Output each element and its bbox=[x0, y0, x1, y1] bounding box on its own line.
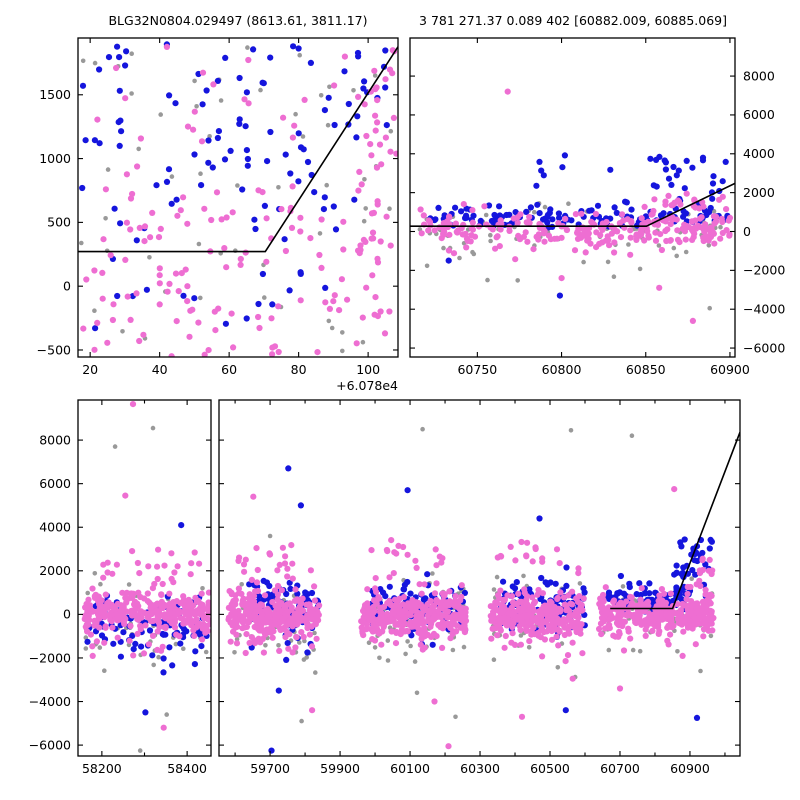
y-tick-label: −4000 bbox=[29, 694, 71, 709]
x-tick-label: 60500 bbox=[530, 761, 570, 776]
x-tick-label: 40 bbox=[152, 362, 168, 377]
scatter-points bbox=[417, 88, 734, 324]
axes-spines bbox=[77, 399, 212, 757]
axes-spines bbox=[409, 37, 736, 358]
y-tick-label: −6000 bbox=[29, 737, 71, 752]
x-tick-label: 60750 bbox=[457, 362, 497, 377]
y-tick-label: 0 bbox=[63, 278, 71, 293]
y-tick-label: 6000 bbox=[39, 476, 71, 491]
y-tick-label: 0 bbox=[743, 224, 751, 239]
x-tick-label: 59900 bbox=[320, 761, 360, 776]
y-tick-label: 4000 bbox=[39, 520, 71, 535]
history-left-panel: 58200 58400 −6000 −4000 −2000 0 2000 4000 6000 80… bbox=[29, 399, 212, 776]
y-tick-label: −4000 bbox=[743, 302, 785, 317]
y-tick-label: 500 bbox=[47, 215, 71, 230]
x-tick-label: 58200 bbox=[82, 761, 122, 776]
x-tick-label: 60300 bbox=[460, 761, 500, 776]
x-tick-label: 59700 bbox=[250, 761, 290, 776]
x-tick-label: 60800 bbox=[542, 362, 582, 377]
x-tick-label: 100 bbox=[356, 362, 380, 377]
x-tick-label: 80 bbox=[291, 362, 307, 377]
scatter-points bbox=[81, 401, 211, 753]
scatter-points bbox=[79, 41, 398, 357]
y-tick-label: 4000 bbox=[743, 146, 775, 161]
y-tick-label: 0 bbox=[63, 607, 71, 622]
y-tick-label: 8000 bbox=[39, 432, 71, 447]
model-line bbox=[610, 431, 740, 610]
axes-spines bbox=[77, 37, 399, 358]
x-tick-label: 20 bbox=[82, 362, 98, 377]
y-tick-label: −2000 bbox=[29, 650, 71, 665]
x-tick-label: 60700 bbox=[600, 761, 640, 776]
x-tick-label: 58400 bbox=[167, 761, 207, 776]
x-tick-label: 60900 bbox=[670, 761, 710, 776]
y-tick-label: −6000 bbox=[743, 340, 785, 355]
y-tick-label: −500 bbox=[37, 342, 71, 357]
x-tick-label: 60100 bbox=[390, 761, 430, 776]
x-axis-offset-label: +6.078e4 bbox=[336, 378, 398, 393]
subplot-zoom-title: BLG32N0804.029497 (8613.61, 3811.17) bbox=[108, 13, 368, 28]
history-right-panel: 59700 59900 60100 60300 60500 60700 60900 bbox=[218, 399, 741, 776]
y-tick-label: 2000 bbox=[39, 563, 71, 578]
scatter-points bbox=[225, 426, 717, 754]
model-line bbox=[410, 182, 735, 227]
axes-spines bbox=[218, 399, 741, 757]
season-panel: 60750 60800 60850 60900 −6000 −4000 −2000 0 2000… bbox=[409, 37, 785, 377]
y-tick-label: 6000 bbox=[743, 107, 775, 122]
y-tick-label: 2000 bbox=[743, 185, 775, 200]
model-line bbox=[78, 46, 398, 253]
y-tick-label: −2000 bbox=[743, 263, 785, 278]
y-tick-label: 8000 bbox=[743, 68, 775, 83]
x-tick-label: 60 bbox=[221, 362, 237, 377]
y-tick-label: 1500 bbox=[39, 87, 71, 102]
x-tick-label: 60850 bbox=[626, 362, 666, 377]
y-tick-label: 1000 bbox=[39, 151, 71, 166]
x-tick-label: 60900 bbox=[710, 362, 750, 377]
zoom-panel: 20 40 60 80 100 −500 0 500 1000 1500 +6.078e4 bbox=[37, 37, 399, 393]
subplot-season-title: 3 781 271.37 0.089 402 [60882.009, 60885… bbox=[419, 13, 727, 28]
